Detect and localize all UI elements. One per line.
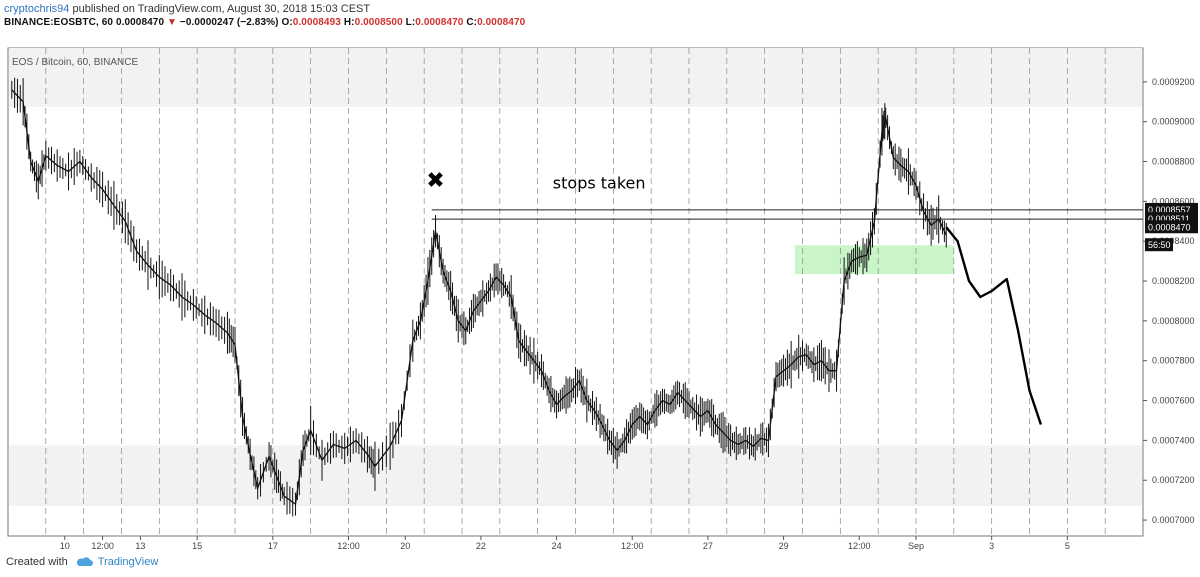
x-tick-label: 27 [703,541,713,551]
y-tick-label: 0.0009200 [1152,77,1195,87]
publish-info: cryptochris94 published on TradingView.c… [4,3,370,15]
y-tick-label: 0.0007800 [1152,356,1195,366]
open-value: 0.0008493 [292,17,341,28]
y-tick-label: 0.0007200 [1152,475,1195,485]
price-change: −0.0000247 (−2.83%) [179,17,279,28]
zone-0 [9,48,1142,107]
down-arrow-icon: ▼ [167,17,177,28]
zone-1 [9,445,1142,507]
open-label: O: [281,17,293,28]
y-tick-label: 0.0008400 [1152,236,1195,246]
close-value: 0.0008470 [477,17,526,28]
tradingview-link[interactable]: TradingView [97,556,159,568]
ohlc-bar: BINANCE:EOSBTC, 60 0.0008470 ▼ −0.000024… [4,17,525,28]
close-label: C: [466,17,478,28]
projection-line [945,226,1043,425]
x-tick-label: 13 [135,541,145,551]
y-tick-label: 0.0009000 [1152,117,1195,127]
y-tick-label: 0.0008000 [1152,316,1195,326]
low-value: 0.0008470 [415,17,464,28]
price-label-text: 0.0008557 [1148,205,1191,215]
y-tick-label: 0.0007000 [1152,515,1195,525]
x-mark-icon: ✖ [426,168,444,193]
price-label-text: 0.0008511 [1148,214,1190,224]
x-tick-label: Sep [908,541,924,551]
price-label-text: 0.0008470 [1148,222,1191,232]
x-tick-label: 12:00 [91,541,114,551]
chart-title: EOS / Bitcoin, 60, BINANCE [12,57,138,68]
annotation-text: stops taken [553,173,646,192]
x-tick-label: 10 [60,541,70,551]
x-tick-label: 5 [1065,541,1070,551]
price-label-box [1145,238,1173,252]
zone-2 [794,245,954,275]
price-line [11,89,947,506]
x-tick-label: 29 [779,541,789,551]
published-text: published on TradingView.com, August 30,… [72,3,371,15]
high-label: H: [343,17,355,28]
x-tick-label: 15 [192,541,202,551]
x-tick-label: 24 [552,541,562,551]
price-label-text: 56:50 [1148,240,1171,250]
y-tick-label: 0.0008200 [1152,276,1195,286]
y-tick-label: 0.0007600 [1152,396,1195,406]
price-label-box [1145,220,1198,234]
y-tick-label: 0.0008600 [1152,196,1195,206]
x-tick-label: 3 [989,541,994,551]
x-tick-label: 20 [400,541,410,551]
author-link[interactable]: cryptochris94 [4,3,70,15]
x-tick-label: 12:00 [848,541,871,551]
created-with-text: Created with [6,556,68,568]
x-tick-label: 12:00 [621,541,644,551]
x-tick-label: 12:00 [337,541,360,551]
x-tick-label: 17 [268,541,278,551]
symbol-label: BINANCE:EOSBTC, 60 [4,17,114,28]
y-tick-label: 0.0007400 [1152,435,1195,445]
low-label: L: [405,17,416,28]
last-price: 0.0008470 [115,17,165,28]
footer: Created with TradingView [6,556,158,568]
high-value: 0.0008500 [354,17,403,28]
y-tick-label: 0.0008800 [1152,157,1195,167]
tradingview-logo-icon [76,557,93,566]
x-tick-label: 22 [476,541,486,551]
